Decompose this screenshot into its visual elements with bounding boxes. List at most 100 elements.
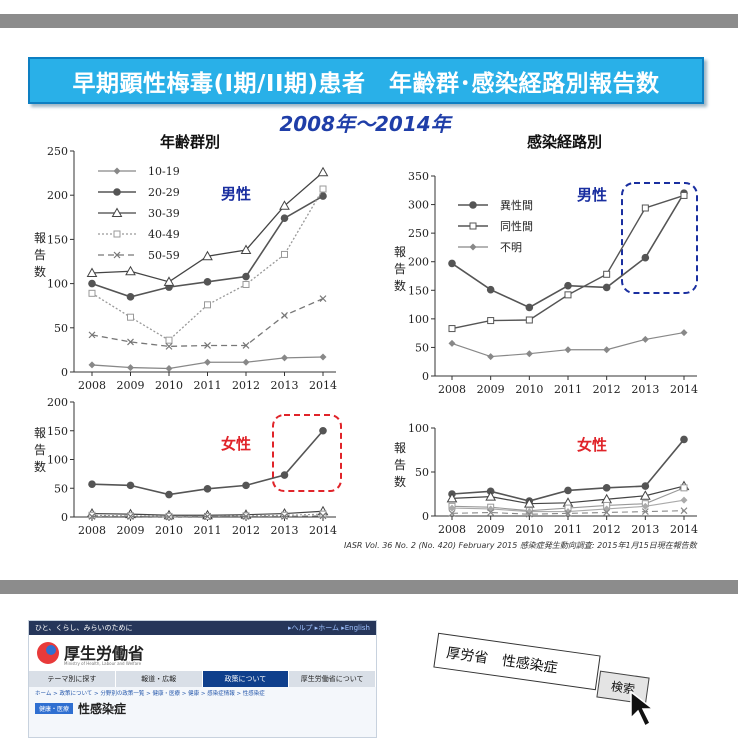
site-top-links[interactable]: ▸ヘルプ ▸ホーム ▸English	[287, 624, 370, 632]
route-male-point-2	[564, 346, 572, 354]
route-male-x-tick-label: 2013	[631, 383, 659, 396]
site-logo-row: 厚生労働省 Ministry of Health, Labour and Wel…	[29, 635, 376, 671]
route-male-point-1	[448, 325, 456, 333]
male-label-route: 男性	[577, 186, 607, 204]
age-female-point-3	[242, 513, 250, 520]
middle-divider-bar	[0, 580, 738, 594]
age-male-point-0	[165, 364, 173, 372]
age-male-x-tick-label: 2012	[232, 379, 260, 392]
route-male-point-2	[603, 346, 611, 354]
mhlw-website-screenshot: ひと、くらし、みらいのために ▸ヘルプ ▸ホーム ▸English 厚生労働省 …	[28, 620, 377, 738]
age-female-x-tick-label: 2013	[271, 524, 299, 537]
age-male-point-2	[240, 244, 252, 255]
age-female-point-3	[165, 513, 173, 521]
route-female-x-tick-label: 2012	[593, 523, 621, 536]
age-male-legend-marker	[113, 251, 121, 259]
route-male-y-tick-label: 300	[408, 199, 429, 212]
route-male-point-1	[641, 204, 649, 212]
route-female-point-4	[564, 509, 572, 517]
mhlw-logo-icon	[37, 642, 59, 664]
route-female-x-tick-label: 2008	[438, 523, 466, 536]
age-male-x-tick-label: 2009	[117, 379, 145, 392]
age-male-point-3	[127, 313, 134, 321]
age-male-x-tick-label: 2011	[194, 379, 222, 392]
route-male-legend-label: 異性間	[500, 198, 533, 212]
age-female-point-3	[319, 512, 327, 520]
age-male-point-0	[281, 354, 288, 362]
age-female-point-2	[319, 510, 327, 518]
route-male-point-1	[680, 191, 688, 199]
nav-press[interactable]: 報道・広報	[116, 671, 203, 687]
age-male-point-4	[319, 295, 327, 303]
route-female-x-tick-label: 2013	[631, 523, 659, 536]
age-male-y-tick-label: 0	[61, 366, 68, 379]
site-tagline: ひと、くらし、みらいのために	[35, 624, 133, 632]
route-female-y-tick-label: 50	[415, 466, 429, 479]
route-male-legend-label: 同性間	[500, 219, 533, 233]
route-female-x-tick-label: 2014	[670, 523, 698, 536]
route-male-x-tick-label: 2012	[593, 383, 621, 396]
site-page-heading: 健康・医療 性感染症	[29, 699, 376, 717]
age-male-y-tick-label: 50	[54, 322, 68, 335]
age-female-x-tick-label: 2012	[232, 524, 260, 537]
age-male-point-3	[319, 185, 327, 193]
route-male-point-0	[448, 259, 456, 268]
age-male-y-tick-label: 200	[47, 189, 68, 202]
nav-about[interactable]: 厚生労働省について	[289, 671, 376, 687]
age-male-x-tick-label: 2010	[155, 379, 183, 392]
route-male-y-tick-label: 0	[422, 370, 429, 383]
route-male-y-tick-label: 250	[408, 227, 429, 240]
route-female-ylabel-char: 報	[394, 441, 406, 455]
route-female-point-3	[525, 508, 533, 516]
site-logo-text[interactable]: 厚生労働省	[64, 644, 145, 663]
age-female-point-2	[281, 511, 288, 519]
age-male-legend-label: 50-59	[148, 249, 180, 262]
age-female-x-tick-label: 2010	[155, 524, 183, 537]
charts-svg: 男性 男性 女性 女性 0 50 100 150 200 250 2008 2009 2010 2…	[34, 145, 698, 537]
search-input[interactable]: 厚労省 性感染症	[433, 632, 601, 691]
route-male-y-tick-label: 100	[408, 313, 429, 326]
mouse-cursor-icon	[630, 690, 656, 728]
female-highlight-box	[272, 414, 342, 492]
route-male-x-tick-label: 2011	[554, 383, 582, 396]
age-male-y-tick-label: 150	[47, 233, 68, 246]
route-male-y-tick-label: 50	[415, 341, 429, 354]
age-male-ylabel-char: 告	[34, 248, 46, 262]
age-male-point-1	[88, 279, 96, 288]
route-male-x-tick-label: 2010	[515, 383, 543, 396]
route-male-point-0	[486, 285, 495, 294]
age-male-point-3	[204, 301, 211, 309]
age-female-ylabel-char: 数	[34, 459, 46, 474]
age-male-series-line-3	[91, 188, 324, 341]
route-female-point-4	[487, 509, 495, 516]
route-female-point-0	[602, 484, 611, 492]
route-male-legend-marker	[469, 222, 477, 230]
age-female-x-tick-label: 2011	[194, 524, 222, 537]
route-male-legend-label: 不明	[500, 241, 522, 254]
route-female-y-tick-label: 0	[422, 510, 429, 523]
male-label-age: 男性	[221, 185, 251, 203]
age-male-point-0	[127, 364, 134, 372]
age-male-x-tick-label: 2014	[309, 379, 337, 392]
age-female-y-tick-label: 150	[47, 425, 68, 438]
age-female-x-tick-label: 2009	[117, 524, 145, 537]
age-male-legend-marker	[113, 167, 121, 175]
age-male-legend-label: 40-49	[148, 228, 180, 241]
nav-policy[interactable]: 政策について	[202, 671, 290, 687]
route-female-point-3	[641, 502, 649, 510]
age-male-point-4	[204, 342, 211, 349]
breadcrumb[interactable]: ホーム > 政策について > 分野別の政策一覧 > 健康・医療 > 健康 > 感…	[35, 691, 265, 697]
female-label-age: 女性	[221, 435, 251, 453]
route-male-point-1	[603, 270, 611, 278]
nav-theme[interactable]: テーマ別に探す	[29, 671, 116, 687]
age-female-y-tick-label: 100	[47, 454, 68, 467]
age-male-y-tick-label: 250	[47, 145, 68, 158]
route-male-series-line-1	[451, 194, 685, 330]
route-female-x-tick-label: 2010	[515, 523, 543, 536]
age-female-point-0	[319, 426, 327, 435]
age-male-point-4	[242, 342, 250, 349]
age-female-ylabel-char: 告	[34, 443, 46, 457]
route-female-point-1	[485, 491, 497, 501]
route-male-legend-marker	[469, 243, 477, 251]
age-female-series-line-0	[91, 430, 324, 496]
